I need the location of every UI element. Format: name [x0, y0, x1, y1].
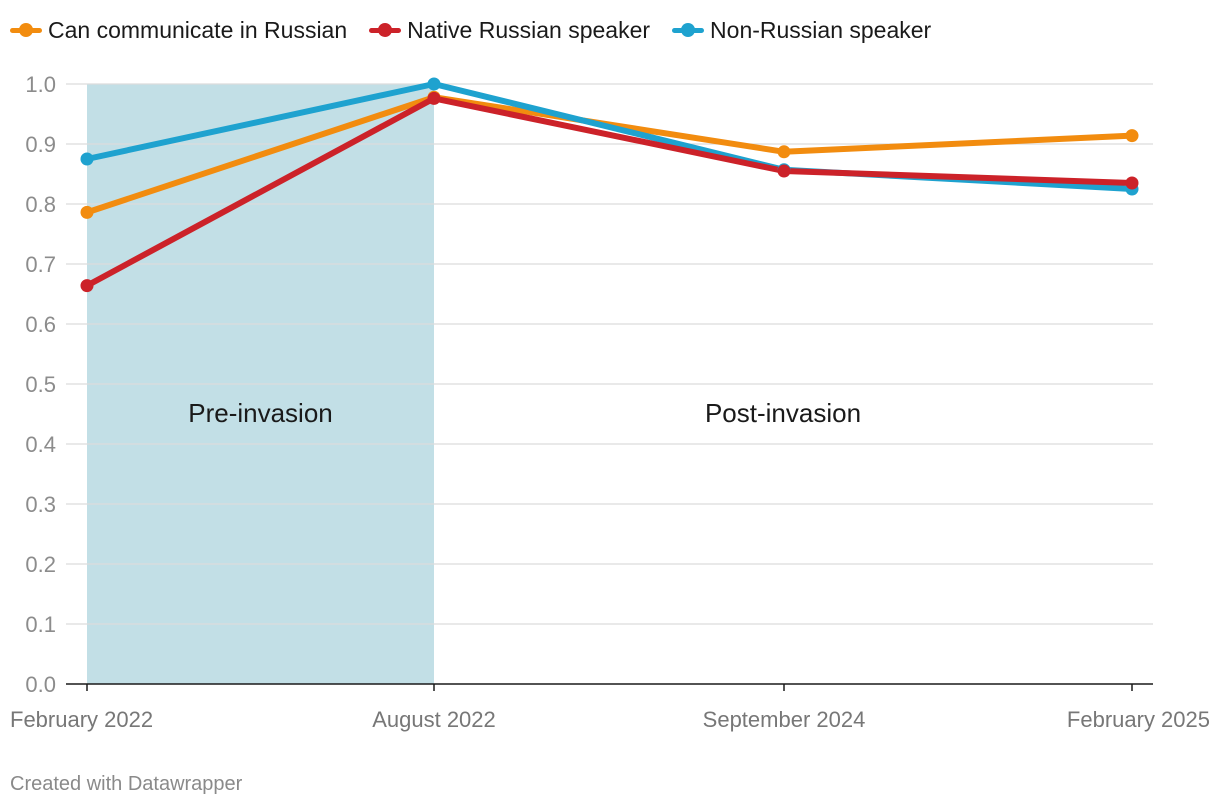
- legend-item-native-russian[interactable]: Native Russian speaker: [369, 17, 650, 44]
- credit-text: Created with Datawrapper: [10, 773, 243, 795]
- legend-item-non-russian[interactable]: Non-Russian speaker: [672, 17, 931, 44]
- legend-swatch-native-russian: [369, 23, 402, 37]
- data-point-s1-0: [80, 152, 94, 166]
- y-tick-label-1.0: 1.0: [25, 72, 56, 97]
- x-tick-label-0: February 2022: [10, 707, 153, 732]
- legend-swatch-can-communicate: [10, 23, 42, 37]
- y-tick-label-0.2: 0.2: [25, 552, 56, 577]
- x-tick-label-2: September 2024: [703, 707, 866, 732]
- annotation-1: Post-invasion: [705, 398, 861, 428]
- y-tick-label-0.6: 0.6: [25, 312, 56, 337]
- y-tick-label-0.8: 0.8: [25, 192, 56, 217]
- line-chart: 0.0 0.1 0.2 0.3 0.4 0.5 0.6 0.7 0.8 0.9 1.0 Februar…: [10, 72, 1210, 732]
- legend-swatch-non-russian: [672, 23, 705, 37]
- annotation-0: Pre-invasion: [188, 398, 333, 428]
- data-point-s2-3: [1125, 176, 1139, 190]
- data-point-s2-0: [80, 279, 94, 293]
- y-tick-label-0.4: 0.4: [25, 432, 56, 457]
- y-tick-label-0.1: 0.1: [25, 612, 56, 637]
- legend-label-non-russian: Non-Russian speaker: [710, 16, 932, 43]
- chart-legend: Can communicate in Russian Native Russia…: [10, 14, 931, 46]
- data-point-s0-2: [777, 145, 791, 159]
- data-point-s0-0: [80, 205, 94, 219]
- legend-label-native-russian: Native Russian speaker: [407, 16, 651, 43]
- legend-label-can-communicate: Can communicate in Russian: [48, 16, 348, 43]
- data-point-s0-3: [1125, 129, 1139, 143]
- y-tick-label-0.9: 0.9: [25, 132, 56, 157]
- x-tick-label-3: February 2025: [1067, 707, 1210, 732]
- y-tick-label-0.5: 0.5: [25, 372, 56, 397]
- y-tick-label-0.0: 0.0: [25, 672, 56, 697]
- y-tick-label-0.3: 0.3: [25, 492, 56, 517]
- data-point-s2-2: [777, 164, 791, 178]
- series-line-2: [84, 95, 1135, 289]
- y-tick-label-0.7: 0.7: [25, 252, 56, 277]
- data-point-s1-1: [427, 77, 441, 91]
- legend-item-can-communicate[interactable]: Can communicate in Russian: [10, 17, 347, 44]
- data-point-s2-1: [427, 91, 441, 105]
- x-tick-label-1: August 2022: [372, 707, 496, 732]
